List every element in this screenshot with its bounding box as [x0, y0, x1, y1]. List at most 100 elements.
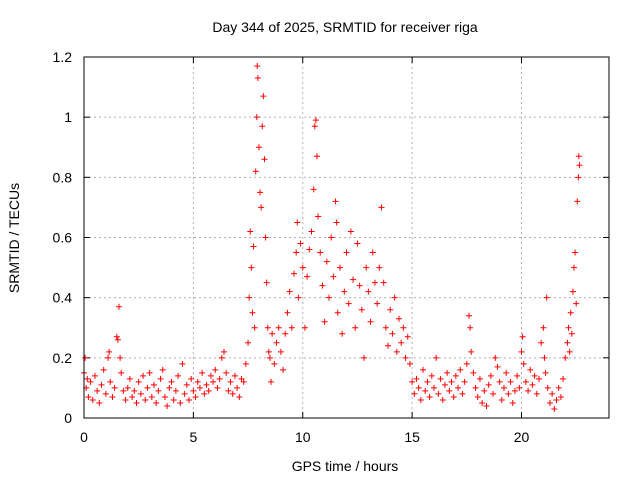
data-point	[455, 384, 462, 391]
data-point	[190, 387, 197, 394]
data-point	[100, 366, 107, 373]
data-point	[334, 309, 341, 316]
data-point	[433, 354, 440, 361]
data-point	[129, 393, 136, 400]
data-point	[234, 384, 241, 391]
data-point	[560, 375, 567, 382]
data-point	[341, 288, 348, 295]
data-point	[240, 378, 247, 385]
x-tick-label: 0	[80, 429, 88, 445]
data-point	[172, 387, 179, 394]
data-point	[117, 354, 124, 361]
data-point	[492, 354, 499, 361]
data-point	[312, 117, 319, 124]
x-axis-label: GPS time / hours	[292, 458, 399, 474]
data-point	[557, 393, 564, 400]
data-point	[411, 390, 418, 397]
data-point	[142, 396, 149, 403]
data-point	[332, 198, 339, 205]
data-point	[144, 384, 151, 391]
data-point	[250, 243, 257, 250]
data-point	[428, 372, 435, 379]
data-point	[170, 396, 177, 403]
data-point	[159, 366, 166, 373]
data-point	[85, 393, 92, 400]
data-point	[551, 405, 558, 412]
data-point	[223, 369, 230, 376]
data-point	[380, 279, 387, 286]
data-point	[457, 366, 464, 373]
data-point	[417, 396, 424, 403]
data-point	[544, 384, 551, 391]
data-point	[286, 288, 293, 295]
data-point	[114, 336, 121, 343]
data-point	[452, 372, 459, 379]
data-point	[564, 339, 571, 346]
data-point	[389, 330, 396, 337]
data-point	[310, 186, 317, 193]
data-point	[157, 375, 164, 382]
data-point	[277, 348, 284, 355]
data-point	[271, 360, 278, 367]
data-point	[166, 384, 173, 391]
data-point	[345, 300, 352, 307]
data-point	[541, 354, 548, 361]
data-point	[385, 342, 392, 349]
data-point	[308, 228, 315, 235]
data-point	[116, 303, 122, 310]
data-point	[529, 381, 536, 388]
data-point	[186, 396, 192, 403]
data-point	[183, 381, 190, 388]
data-point	[393, 348, 400, 355]
data-point	[238, 375, 245, 382]
data-point	[356, 282, 363, 289]
data-point	[319, 282, 326, 289]
chart-title: Day 344 of 2025, SRMTID for receiver rig…	[212, 19, 478, 35]
data-point	[461, 378, 468, 385]
data-point	[251, 324, 258, 331]
data-point	[396, 315, 402, 322]
data-point	[212, 366, 219, 373]
x-tick-label: 5	[189, 429, 197, 445]
x-tick-label: 15	[404, 429, 420, 445]
data-point	[402, 354, 409, 361]
data-point	[161, 393, 168, 400]
data-point	[188, 375, 195, 382]
data-point	[566, 348, 573, 355]
data-point	[295, 294, 302, 301]
data-point	[479, 399, 486, 406]
data-point	[422, 387, 429, 394]
data-point	[257, 189, 264, 196]
data-point	[448, 378, 455, 385]
data-point	[207, 372, 214, 379]
data-point	[203, 381, 210, 388]
data-point	[470, 369, 477, 376]
data-point	[511, 387, 518, 394]
data-point	[347, 228, 354, 235]
data-point	[519, 333, 526, 340]
data-point	[293, 249, 300, 256]
data-point	[260, 93, 267, 100]
data-point	[94, 387, 101, 394]
data-point	[409, 378, 416, 385]
data-point	[177, 399, 184, 406]
data-point	[126, 375, 133, 382]
data-point	[254, 63, 261, 70]
data-point	[481, 387, 488, 394]
data-point	[135, 378, 142, 385]
y-tick-label: 0.2	[53, 350, 73, 366]
data-point	[361, 354, 367, 361]
data-point	[82, 354, 89, 361]
data-point	[575, 174, 582, 181]
data-point	[221, 348, 227, 355]
data-point	[533, 390, 540, 397]
data-point	[306, 246, 313, 253]
data-point	[315, 213, 322, 220]
data-point	[268, 378, 275, 385]
data-point	[420, 366, 427, 373]
data-point	[280, 366, 287, 373]
data-point	[291, 270, 297, 277]
data-point	[247, 228, 254, 235]
data-point	[323, 258, 330, 265]
